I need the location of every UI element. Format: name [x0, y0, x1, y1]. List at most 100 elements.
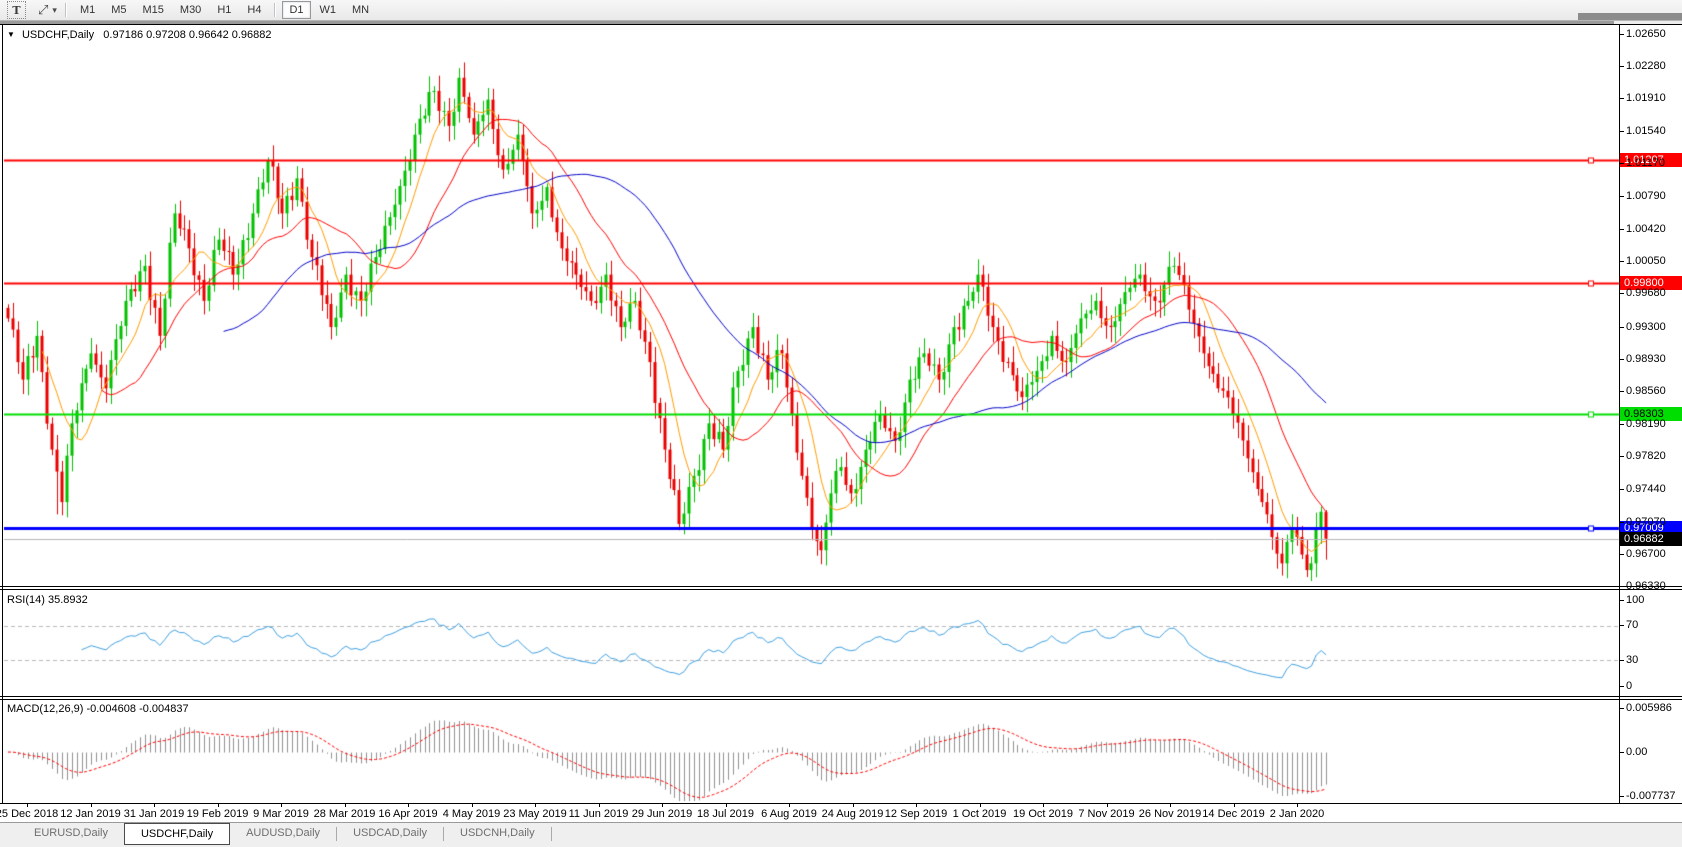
date-tick-label: 31 Jan 2019	[123, 808, 185, 820]
timeframe-m30-button[interactable]: M30	[179, 4, 202, 16]
tab-usdcad-daily[interactable]: USDCAD,Daily	[353, 827, 428, 839]
price-tick-label: 1.01910	[1626, 92, 1666, 105]
date-tick-mark	[281, 803, 282, 807]
price-tick-label: 1.02280	[1626, 59, 1666, 72]
rsi-tick-label: 100	[1626, 593, 1645, 606]
price-line-tag: 0.99800	[1620, 276, 1682, 291]
date-tick-mark	[154, 803, 155, 807]
rsi-tick-mark	[1619, 625, 1624, 627]
price-tick-mark	[1619, 65, 1624, 67]
price-tick-mark	[1619, 423, 1624, 425]
date-tick-label: 28 Mar 2019	[313, 808, 376, 820]
price-tick-label: 0.97070	[1626, 515, 1666, 528]
price-tick-mark	[1619, 228, 1624, 230]
chart-border-bottom	[0, 803, 1682, 804]
macd-tick-mark	[1619, 751, 1624, 753]
tab-usdcnh-daily[interactable]: USDCNH,Daily	[460, 827, 535, 839]
macd-tick-mark	[1619, 707, 1624, 709]
price-tick-mark	[1619, 358, 1624, 360]
date-tick-label: 23 May 2019	[503, 808, 567, 820]
tab-separator	[336, 827, 338, 841]
price-tick-mark	[1619, 489, 1624, 491]
toolbar-separator	[274, 3, 277, 17]
date-tick-mark	[979, 803, 981, 807]
pane-separator[interactable]	[0, 699, 1682, 700]
date-tick-mark	[1170, 803, 1171, 807]
text-tool-button[interactable]: T	[7, 1, 26, 19]
price-tick-label: 1.02650	[1626, 27, 1666, 40]
date-tick-label: 29 Jun 2019	[631, 808, 693, 820]
price-tick-mark	[1619, 130, 1624, 132]
arrows-tool-icon[interactable]: ⤢	[38, 2, 49, 17]
date-tick-mark	[598, 803, 600, 807]
date-tick-mark	[90, 803, 92, 807]
rsi-tick-mark	[1619, 599, 1624, 601]
toolbar-separator	[64, 3, 67, 17]
pane-separator[interactable]	[0, 586, 1682, 587]
date-tick-label: 25 Dec 2018	[0, 808, 59, 820]
price-tick-label: 0.96330	[1626, 580, 1666, 593]
date-tick-label: 24 Aug 2019	[821, 808, 884, 820]
price-tick-mark	[1619, 196, 1624, 198]
price-tick-mark	[1619, 456, 1624, 458]
pane-separator[interactable]	[0, 696, 1682, 697]
rsi-tick-mark	[1619, 659, 1624, 661]
rsi-tick-label: 0	[1626, 679, 1633, 692]
price-tick-mark	[1619, 98, 1624, 100]
price-tick-label: 0.98190	[1626, 417, 1666, 430]
tab-audusd-daily[interactable]: AUDUSD,Daily	[246, 827, 321, 839]
date-tick-mark	[852, 803, 854, 807]
chart-title: ▼ USDCHF,Daily 0.97186 0.97208 0.96642 0…	[7, 29, 272, 41]
macd-indicator-pane[interactable]	[0, 700, 1682, 803]
chart-ohlc-values: 0.97186 0.97208 0.96642 0.96882	[103, 29, 272, 41]
tab-eurusd-daily[interactable]: EURUSD,Daily	[34, 827, 108, 839]
rsi-tick-label: 30	[1626, 653, 1639, 666]
date-tick-mark	[344, 803, 346, 807]
date-tick-mark	[408, 803, 409, 807]
timeframe-mn-button[interactable]: MN	[352, 4, 370, 16]
price-line-tag: 0.97009	[1620, 520, 1682, 535]
timeframe-w1-button[interactable]: W1	[319, 4, 337, 16]
timeframe-m15-button[interactable]: M15	[142, 4, 164, 16]
rsi-label: RSI(14) 35.8932	[7, 594, 88, 606]
date-tick-mark	[725, 803, 727, 807]
macd-label: MACD(12,26,9) -0.004608 -0.004837	[7, 703, 189, 715]
macd-tick-mark	[1619, 795, 1624, 797]
tab-separator	[443, 827, 445, 841]
pane-separator[interactable]	[0, 589, 1682, 590]
price-tick-label: 0.97820	[1626, 450, 1666, 463]
date-tick-label: 2 Jan 2020	[1269, 808, 1325, 820]
timeframe-m5-button[interactable]: M5	[111, 4, 127, 16]
arrows-dropdown-caret-icon[interactable]: ▾	[52, 4, 57, 15]
date-tick-label: 12 Sep 2019	[884, 808, 948, 820]
timeframe-m1-button[interactable]: M1	[79, 4, 96, 16]
price-tick-label: 0.99680	[1626, 287, 1666, 300]
tab-separator	[550, 827, 552, 841]
price-tick-label: 1.01540	[1626, 124, 1666, 137]
horizontal-scrollbar-thumb[interactable]	[0, 21, 1614, 24]
price-tick-label: 0.99300	[1626, 320, 1666, 333]
main-price-chart[interactable]	[0, 25, 1682, 586]
date-tick-label: 7 Nov 2019	[1078, 808, 1135, 820]
date-tick-label: 1 Oct 2019	[952, 808, 1007, 820]
tab-usdchf-daily[interactable]: USDCHF,Daily	[123, 823, 231, 845]
macd-tick-label: 0.005986	[1626, 701, 1672, 714]
price-tick-label: 0.97440	[1626, 483, 1666, 496]
date-tick-label: 16 Apr 2019	[378, 808, 438, 820]
rsi-tick-label: 70	[1626, 619, 1639, 632]
price-tick-label: 1.01170	[1626, 156, 1665, 169]
chart-menu-icon[interactable]: ▼	[7, 30, 15, 39]
date-tick-mark	[1233, 803, 1235, 807]
price-tick-mark	[1619, 554, 1624, 556]
timeframe-d1-button[interactable]: D1	[282, 1, 311, 19]
price-tick-mark	[1619, 260, 1624, 262]
timeframe-h1-button[interactable]: H1	[217, 4, 232, 16]
date-tick-label: 14 Dec 2019	[1202, 808, 1265, 820]
date-tick-label: 4 May 2019	[442, 808, 501, 820]
timeframe-h4-button[interactable]: H4	[247, 4, 262, 16]
price-tick-mark	[1619, 162, 1624, 164]
date-tick-mark	[1043, 803, 1044, 807]
price-line-tag: 1.01207	[1620, 153, 1682, 168]
rsi-indicator-pane[interactable]	[0, 590, 1682, 696]
